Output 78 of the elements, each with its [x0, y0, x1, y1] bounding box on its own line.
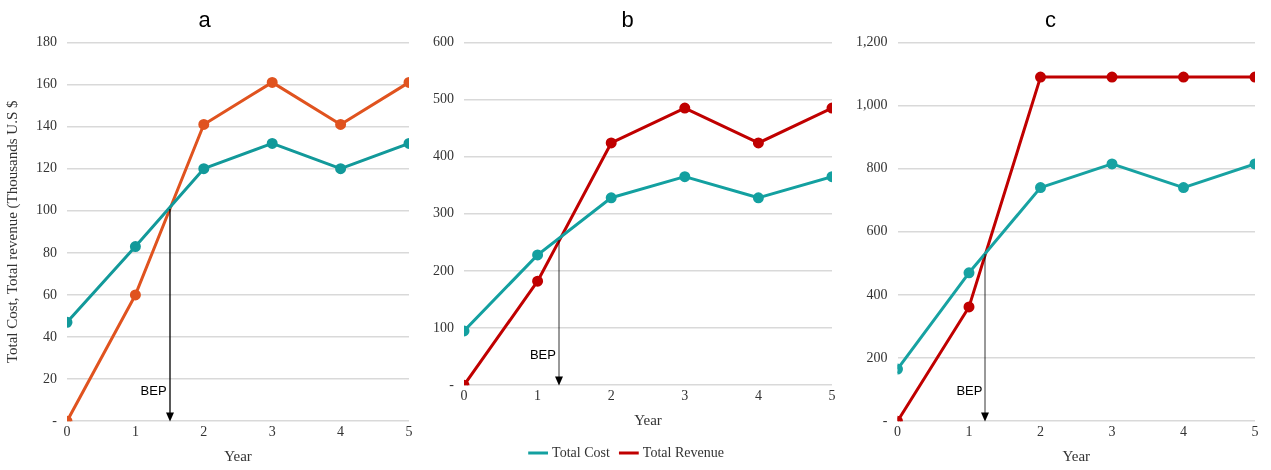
y-tick-label: 100: [36, 202, 57, 218]
point: [1035, 71, 1046, 83]
point: [1035, 182, 1046, 194]
x-tick-label: 4: [1180, 424, 1187, 440]
point: [1106, 158, 1118, 170]
y-tick-label: 100: [433, 319, 454, 335]
y-tick-label: 180: [36, 34, 57, 50]
point: [129, 241, 141, 253]
y-tick-label: 80: [43, 244, 57, 260]
x-tick-label: 2: [607, 388, 615, 404]
point: [605, 137, 617, 149]
point: [335, 163, 347, 175]
chart-title: c: [1045, 7, 1056, 33]
chart-title: a: [198, 7, 212, 33]
point: [752, 137, 764, 149]
point: [963, 267, 975, 279]
y-tick-label: 60: [43, 286, 57, 302]
point: [335, 118, 347, 130]
y-tick-label: -: [52, 412, 58, 428]
x-tick-label: 1: [131, 424, 139, 440]
point: [1106, 71, 1118, 83]
point: [129, 289, 141, 301]
x-tick-label: 0: [460, 388, 468, 404]
y-tick-label: -: [882, 412, 888, 428]
y-tick-label: -: [449, 376, 455, 392]
x-tick-label: 5: [1251, 424, 1259, 440]
x-tick-label: 3: [268, 424, 276, 440]
x-tick-label: 3: [681, 388, 689, 404]
x-tick-label: 3: [1108, 424, 1116, 440]
x-axis-title: Year: [634, 411, 662, 428]
ref-line-label: BEP: [529, 346, 556, 362]
point: [1178, 182, 1189, 194]
y-tick-label: 1,200: [856, 34, 888, 50]
legend-label: Total Cost: [552, 444, 610, 460]
point: [266, 76, 278, 88]
point: [679, 171, 691, 183]
legend-label: Total Revenue: [642, 444, 724, 460]
x-axis-title: Year: [1062, 447, 1091, 464]
y-tick-label: 120: [36, 160, 57, 176]
x-tick-label: 0: [63, 424, 71, 440]
y-tick-label: 500: [433, 91, 454, 107]
x-tick-label: 4: [754, 388, 762, 404]
point: [605, 192, 617, 204]
y-tick-label: 300: [433, 205, 454, 221]
y-tick-label: 20: [43, 370, 57, 386]
chart-title: b: [621, 7, 634, 33]
x-tick-label: 1: [965, 424, 973, 440]
y-tick-label: 800: [866, 160, 888, 176]
point: [532, 249, 544, 261]
y-tick-label: 600: [433, 34, 454, 50]
ref-line-label: BEP: [956, 382, 983, 398]
y-tick-label: 160: [36, 76, 57, 92]
point: [532, 275, 544, 287]
y-tick-label: 200: [866, 349, 888, 365]
point: [679, 102, 691, 114]
point: [198, 118, 210, 130]
x-tick-label: 2: [1037, 424, 1044, 440]
x-tick-label: 0: [894, 424, 901, 440]
x-tick-label: 5: [828, 388, 836, 404]
y-tick-label: 400: [433, 148, 454, 164]
y-tick-label: 1,000: [856, 97, 888, 113]
point: [1178, 71, 1189, 83]
point: [266, 137, 278, 149]
y-tick-label: 140: [36, 118, 57, 134]
x-tick-label: 2: [200, 424, 208, 440]
x-tick-label: 5: [405, 424, 413, 440]
y-tick-label: 600: [866, 223, 888, 239]
x-tick-label: 4: [337, 424, 345, 440]
y-tick-label: 400: [866, 286, 888, 302]
x-tick-label: 1: [534, 388, 542, 404]
y-tick-label: 200: [433, 262, 454, 278]
point: [198, 163, 210, 175]
y-axis-title: Total Cost, Total revenue (Thousands U.S $: [3, 100, 21, 364]
x-axis-title: Year: [224, 447, 252, 464]
y-tick-label: 40: [43, 328, 57, 344]
point: [963, 301, 975, 313]
point: [752, 192, 764, 204]
ref-line-label: BEP: [140, 382, 167, 398]
